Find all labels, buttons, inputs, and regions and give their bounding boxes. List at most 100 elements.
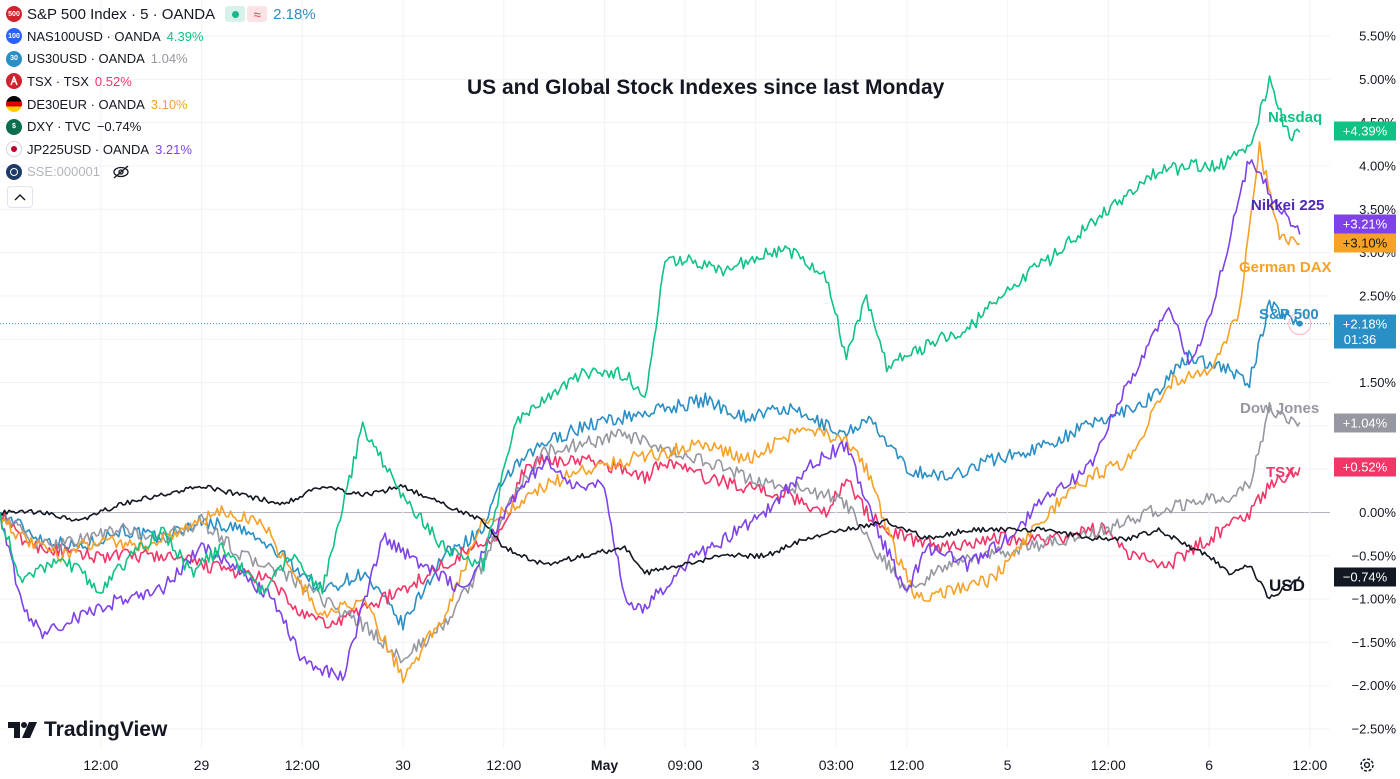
legend-item-name: SSE:000001: [27, 164, 101, 180]
x-tick-label: 30: [395, 757, 411, 773]
legend-item-value: −0.74%: [96, 119, 142, 135]
series-line-dow-jones[interactable]: [0, 401, 1301, 664]
symbol-icon: $: [6, 118, 22, 135]
x-tick-label: 12:00: [1292, 757, 1327, 773]
tsx-icon: [6, 73, 22, 90]
legend-item[interactable]: JP225USD · OANDA 3.21%: [6, 138, 316, 161]
price-badge-bg: [1334, 413, 1396, 433]
series-line-usd[interactable]: [0, 483, 1301, 600]
price-badge-text: +2.18%: [1343, 317, 1388, 332]
x-tick-label: 12:00: [285, 757, 320, 773]
x-tick-label: 5: [1004, 757, 1012, 773]
collapse-legend-button[interactable]: [7, 186, 33, 209]
series-name-label: TSX: [1266, 464, 1295, 481]
symbol-icon: 100: [6, 28, 22, 45]
chevron-up-icon: [14, 194, 26, 201]
legend-item-value: 4.39%: [166, 28, 204, 44]
price-badge-bg: [1334, 233, 1396, 253]
live-pulse-ring: [1288, 312, 1312, 336]
legend-item-value: 3.10%: [150, 96, 188, 112]
chart-title: US and Global Stock Indexes since last M…: [467, 76, 945, 99]
series-name-label: German DAX: [1239, 259, 1332, 276]
price-badge-text: +3.21%: [1343, 217, 1388, 232]
price-badge-text: +4.39%: [1343, 124, 1388, 139]
legend-item-value: 0.52%: [94, 73, 132, 89]
symbol-icon: 30: [6, 50, 22, 67]
series-line-s-p-500[interactable]: [0, 299, 1301, 631]
legend-item-name: US30USD · OANDA: [27, 51, 145, 67]
series-name-label: Dow Jones: [1240, 400, 1319, 417]
series-name-label: USD: [1269, 576, 1305, 595]
legend-item-name: NAS100USD · OANDA: [27, 28, 161, 44]
legend-item-value: 1.04%: [150, 51, 188, 67]
legend-item-value: 3.21%: [155, 141, 192, 157]
series-line-nikkei-225[interactable]: [0, 159, 1301, 682]
legend-item[interactable]: $ DXY · TVC −0.74%: [6, 115, 316, 138]
y-tick-label: 2.50%: [1359, 288, 1396, 303]
series-line-tsx[interactable]: [0, 453, 1301, 629]
price-badge-text: +3.10%: [1343, 236, 1388, 251]
price-badge-text: −0.74%: [1343, 570, 1388, 585]
legend-item-name: DE30EUR · OANDA: [27, 96, 145, 112]
x-tick-label: 3: [752, 757, 760, 773]
legend: 500 S&P 500 Index · 5 · OANDA ≈ 2.18% 10…: [6, 3, 316, 209]
legend-main-value: 2.18%: [273, 5, 316, 23]
japan-flag-icon: [6, 141, 22, 158]
y-tick-label: −0.50%: [1352, 548, 1397, 563]
market-open-icon: [225, 6, 246, 22]
legend-item[interactable]: DE30EUR · OANDA 3.10%: [6, 93, 316, 116]
legend-item[interactable]: 30 US30USD · OANDA 1.04%: [6, 48, 316, 71]
y-tick-label: 1.50%: [1359, 375, 1396, 390]
grid-layer: [0, 0, 1330, 748]
x-tick-label: 03:00: [819, 757, 854, 773]
y-tick-label: 3.50%: [1359, 202, 1396, 217]
sp500-icon: 500: [6, 6, 22, 22]
y-tick-label: −2.00%: [1352, 678, 1397, 693]
series-name-label: S&P 500: [1259, 306, 1319, 323]
y-tick-label: −1.00%: [1352, 592, 1397, 607]
series-line-nasdaq[interactable]: [0, 75, 1301, 595]
sse-icon: [6, 163, 22, 180]
price-badge-bg: [1334, 121, 1396, 141]
series-line-german-dax[interactable]: [0, 141, 1300, 684]
tradingview-logo[interactable]: TradingView: [8, 718, 167, 742]
price-badge-countdown: 01:36: [1344, 332, 1377, 347]
approx-icon: ≈: [247, 6, 268, 22]
eye-hidden-icon[interactable]: [112, 165, 130, 179]
price-badges: +4.39% +3.21% +3.10% +2.18%01:36 +1.04% +0.52…: [1334, 121, 1396, 587]
legend-main-row[interactable]: 500 S&P 500 Index · 5 · OANDA ≈ 2.18%: [6, 3, 316, 25]
legend-item[interactable]: TSX · TSX 0.52%: [6, 70, 316, 93]
price-badge-text: +0.52%: [1343, 460, 1388, 475]
series-layer: [0, 75, 1312, 684]
price-badge-bg: [1334, 457, 1396, 477]
legend-item[interactable]: SSE:000001: [6, 161, 316, 184]
y-tick-label: −1.50%: [1352, 635, 1397, 650]
germany-flag-icon: [6, 96, 22, 113]
price-badge-bg: [1334, 567, 1396, 587]
legend-main-pills: ≈: [225, 6, 268, 22]
legend-item-name: DXY · TVC: [27, 119, 91, 135]
legend-items: 100 NAS100USD · OANDA 4.39% 30 US30USD · OAN…: [6, 25, 316, 183]
price-badge-bg: [1334, 214, 1396, 234]
legend-item-name: JP225USD · OANDA: [27, 141, 150, 157]
y-tick-label: 0.00%: [1359, 505, 1396, 520]
series-name-label: Nasdaq: [1268, 109, 1322, 126]
legend-main-name: S&P 500 Index · 5 · OANDA: [27, 5, 216, 23]
y-tick-label: 5.00%: [1359, 72, 1396, 87]
price-badge-bg: [1334, 314, 1396, 349]
x-tick-label: 6: [1205, 757, 1213, 773]
x-tick-label: 09:00: [668, 757, 703, 773]
y-tick-label: 4.00%: [1359, 158, 1396, 173]
settings-gear-icon[interactable]: [1358, 756, 1376, 779]
series-name-label: Nikkei 225: [1251, 197, 1324, 214]
y-tick-label: −2.50%: [1352, 722, 1397, 737]
x-tick-label: 12:00: [889, 757, 924, 773]
logo-text: TradingView: [44, 718, 168, 741]
x-tick-label: 12:00: [486, 757, 521, 773]
legend-item[interactable]: 100 NAS100USD · OANDA 4.39%: [6, 25, 316, 48]
live-dot: [1296, 320, 1303, 327]
x-tick-label: May: [591, 757, 618, 773]
x-tick-label: 12:00: [83, 757, 118, 773]
x-tick-label: 29: [194, 757, 210, 773]
